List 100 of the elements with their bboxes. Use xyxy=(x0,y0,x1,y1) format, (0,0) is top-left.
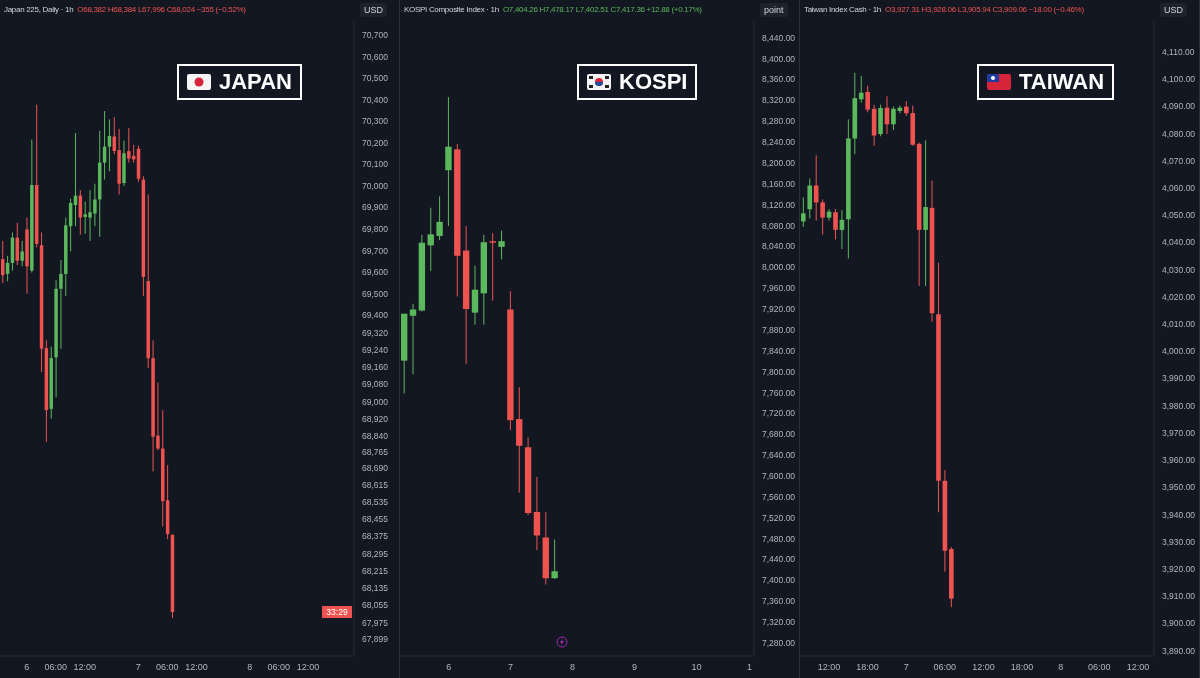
y-tick-label: 69,400 xyxy=(362,310,389,321)
candlestick xyxy=(127,127,131,164)
y-tick-label: 7,960.00 xyxy=(762,283,796,294)
candlestick xyxy=(891,106,896,131)
y-tick-label: 68,135 xyxy=(362,583,389,594)
y-tick-label: 8,280.00 xyxy=(762,116,796,127)
chart-subtitle: O7,404.26 H7,478.17 L7,402.51 C7,417.36 +12.88 (+0.17%) xyxy=(502,5,702,14)
y-axis-title: USD xyxy=(360,3,388,17)
x-tick-label: 06:00 xyxy=(933,662,957,673)
annotation: JAPAN xyxy=(219,69,292,95)
candlestick xyxy=(471,265,479,326)
y-tick-label: 8,360.00 xyxy=(762,74,796,85)
x-tick-label: 7 xyxy=(903,662,909,673)
y-tick-label: 4,090.00 xyxy=(1162,101,1196,112)
y-tick-label: 7,880.00 xyxy=(762,324,796,335)
y-tick-label: 8,240.00 xyxy=(762,137,796,148)
x-tick-label: 6 xyxy=(446,662,452,673)
candlestick xyxy=(20,240,24,267)
y-tick-label: 4,000.00 xyxy=(1162,346,1196,357)
y-tick-label: 7,920.00 xyxy=(762,304,796,315)
y-tick-label: 7,440.00 xyxy=(762,554,796,565)
y-tick-label: 68,455 xyxy=(362,514,389,525)
y-tick-label: 7,680.00 xyxy=(762,429,796,440)
y-tick-label: 68,920 xyxy=(362,413,389,424)
x-tick-label: 8 xyxy=(247,662,253,673)
y-tick-label: 4,050.00 xyxy=(1162,210,1196,221)
candlestick xyxy=(801,197,806,228)
y-tick-label: 3,980.00 xyxy=(1162,400,1196,411)
y-tick-label: 3,960.00 xyxy=(1162,455,1196,466)
y-tick-label: 8,200.00 xyxy=(762,157,796,168)
y-tick-label: 69,600 xyxy=(362,267,389,278)
x-tick-label: 06:00 xyxy=(156,662,179,673)
y-tick-label: 8,120.00 xyxy=(762,199,796,210)
y-tick-label: 70,300 xyxy=(362,116,389,127)
chart-subtitle: O68,382 H68,384 L67,996 C68,024 −355 (−0.52%) xyxy=(77,5,246,14)
y-tick-label: 7,640.00 xyxy=(762,450,796,461)
x-tick-label: 9 xyxy=(632,662,638,673)
y-tick-label: 70,400 xyxy=(362,94,389,105)
candlestick xyxy=(498,230,505,260)
y-tick-label: 7,800.00 xyxy=(762,366,796,377)
y-tick-label: 3,950.00 xyxy=(1162,482,1196,493)
candlestick xyxy=(807,177,813,219)
y-tick-label: 70,700 xyxy=(362,29,389,40)
x-tick-label: 12:00 xyxy=(817,662,841,673)
x-tick-label: 12:00 xyxy=(1126,662,1150,673)
y-tick-label: 4,060.00 xyxy=(1162,183,1196,193)
y-tick-label: 69,320 xyxy=(362,327,389,338)
chart-title: Taiwan Index Cash · 1h xyxy=(804,5,882,14)
candlestick xyxy=(813,154,819,222)
y-tick-label: 69,900 xyxy=(362,202,389,213)
y-tick-label: 4,030.00 xyxy=(1162,264,1196,275)
chart-subtitle: O3,927.31 H3,928.06 L3,905.94 C3,909.06 −18.00 (−0.46%) xyxy=(885,5,1084,14)
y-tick-label: 70,000 xyxy=(362,180,389,191)
candlestick xyxy=(858,75,864,104)
y-tick-label: 70,100 xyxy=(362,159,389,170)
y-tick-label: 67,899 xyxy=(362,633,389,644)
candlestick xyxy=(59,259,63,350)
y-tick-label: 8,000.00 xyxy=(762,262,796,273)
x-tick-label: 18:00 xyxy=(856,662,879,673)
y-tick-label: 68,765 xyxy=(362,447,389,458)
y-tick-label: 8,160.00 xyxy=(762,178,796,189)
annotation: TAIWAN xyxy=(1019,69,1105,95)
y-tick-label: 3,920.00 xyxy=(1162,563,1196,574)
y-tick-label: 4,020.00 xyxy=(1162,291,1196,302)
candlestick xyxy=(427,207,434,272)
y-tick-label: 68,840 xyxy=(362,431,389,442)
y-tick-label: 4,080.00 xyxy=(1162,128,1196,139)
x-tick-label: 06:00 xyxy=(44,662,68,673)
y-axis-title: point xyxy=(760,3,788,17)
candlestick xyxy=(865,85,870,113)
y-tick-label: 4,010.00 xyxy=(1162,319,1196,330)
x-tick-label: 8 xyxy=(570,662,576,673)
candlestick xyxy=(489,232,496,302)
y-tick-label: 68,535 xyxy=(362,496,389,507)
y-tick-label: 7,840.00 xyxy=(762,345,796,356)
x-tick-label: 7 xyxy=(135,662,141,673)
y-tick-label: 4,110.00 xyxy=(1162,46,1195,57)
y-tick-label: 7,520.00 xyxy=(762,512,796,523)
chart-title: Japan 225, Daily · 1h xyxy=(4,5,74,14)
annotation: 33:29 xyxy=(322,606,352,618)
y-tick-label: 3,930.00 xyxy=(1162,536,1196,547)
y-tick-label: 3,890.00 xyxy=(1162,645,1196,656)
y-tick-label: 7,720.00 xyxy=(762,408,796,419)
candlestick xyxy=(923,139,928,287)
y-tick-label: 7,480.00 xyxy=(762,533,796,544)
y-tick-label: 7,600.00 xyxy=(762,470,796,481)
y-tick-label: 68,295 xyxy=(362,548,389,559)
y-tick-label: 7,560.00 xyxy=(762,491,796,502)
y-tick-label: 8,440.00 xyxy=(762,32,796,43)
x-tick-label: 12:00 xyxy=(296,662,320,673)
candlestick xyxy=(551,539,558,580)
y-tick-label: 7,760.00 xyxy=(762,387,796,398)
y-tick-label: 3,970.00 xyxy=(1162,427,1196,438)
y-tick-label: 70,200 xyxy=(362,137,389,148)
x-tick-label: 7 xyxy=(508,662,514,673)
y-tick-label: 3,900.00 xyxy=(1162,618,1196,629)
y-tick-label: 4,040.00 xyxy=(1162,237,1196,248)
candlestick xyxy=(409,303,417,375)
y-tick-label: 3,990.00 xyxy=(1162,373,1196,384)
y-axis-title: USD xyxy=(1160,3,1188,17)
